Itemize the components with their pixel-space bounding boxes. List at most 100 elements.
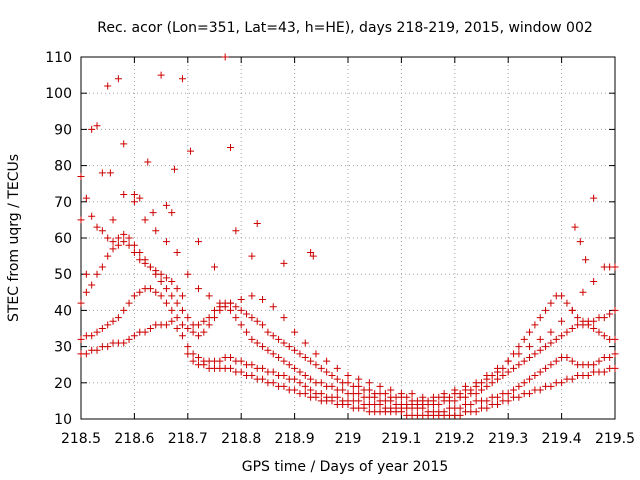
data-point (590, 277, 598, 285)
data-point (168, 306, 176, 314)
data-point (178, 292, 186, 300)
data-point (88, 125, 96, 133)
data-point (109, 317, 117, 325)
data-point (344, 372, 352, 380)
data-point (536, 314, 544, 322)
data-point (157, 292, 165, 300)
x-axis: 218.5 218.6 218.7 218.8 218.9 219 219.1 219.2 21… (61, 57, 635, 447)
data-point (114, 75, 122, 83)
data-point (590, 194, 598, 202)
x-tick-label: 218.7 (168, 431, 208, 447)
data-point (333, 375, 341, 383)
data-point (136, 194, 144, 202)
data-point (285, 343, 293, 351)
data-point (248, 372, 256, 380)
data-point (194, 353, 202, 361)
data-point (109, 238, 117, 246)
data-point (515, 361, 523, 369)
data-point (88, 212, 96, 220)
data-point (381, 390, 389, 398)
data-point (248, 314, 256, 322)
data-point (109, 216, 117, 224)
data-point (259, 375, 267, 383)
data-point (291, 346, 299, 354)
data-point (611, 306, 619, 314)
data-point (568, 357, 576, 365)
data-point (216, 357, 224, 365)
x-axis-label: GPS time / Days of year 2015 (242, 459, 449, 475)
data-point (275, 335, 283, 343)
data-point (237, 306, 245, 314)
data-point (574, 314, 582, 322)
data-point (205, 321, 213, 329)
data-points (77, 53, 619, 419)
data-point (440, 390, 448, 398)
data-point (211, 314, 218, 322)
data-point (547, 339, 555, 347)
data-point (520, 379, 528, 387)
data-point (504, 390, 512, 398)
data-point (125, 299, 133, 307)
data-point (307, 357, 315, 365)
data-point (168, 292, 176, 300)
data-point (467, 401, 475, 409)
data-point (186, 147, 194, 155)
data-point (157, 277, 165, 285)
y-tick-label: 50 (54, 267, 72, 283)
data-point (568, 375, 576, 383)
data-point (248, 361, 256, 369)
data-point (571, 223, 579, 231)
data-point (184, 314, 192, 322)
data-point (558, 379, 566, 387)
data-point (232, 303, 240, 311)
data-point (510, 364, 518, 372)
data-point (157, 71, 165, 79)
data-point (365, 386, 373, 394)
data-point (259, 321, 267, 329)
data-point (291, 375, 299, 383)
data-point (333, 393, 341, 401)
data-point (547, 299, 555, 307)
data-point (120, 230, 128, 238)
data-point (494, 364, 502, 372)
data-point (216, 299, 224, 307)
data-point (178, 306, 186, 314)
data-point (317, 364, 325, 372)
data-point (606, 353, 614, 361)
data-point (526, 375, 534, 383)
data-point (317, 379, 325, 387)
y-tick-label: 80 (54, 159, 72, 175)
data-point (162, 299, 170, 307)
data-point (98, 169, 106, 177)
data-point (280, 314, 288, 322)
data-point (579, 288, 587, 296)
data-point (184, 343, 192, 351)
data-point (243, 328, 251, 336)
data-point (328, 382, 336, 390)
data-point (301, 372, 309, 380)
data-point (248, 335, 256, 343)
data-point (149, 209, 157, 217)
data-point (130, 332, 138, 340)
data-point (536, 346, 544, 354)
data-point (526, 343, 534, 351)
data-point (162, 285, 170, 293)
data-point (227, 299, 235, 307)
data-point (339, 386, 347, 394)
data-point (376, 382, 384, 390)
data-point (162, 321, 170, 329)
x-tick-label: 219 (335, 431, 362, 447)
data-point (371, 393, 379, 401)
data-point (275, 353, 283, 361)
x-tick-label: 218.9 (275, 431, 315, 447)
data-point (483, 372, 491, 380)
data-point (531, 321, 539, 329)
data-point (200, 328, 208, 336)
data-point (520, 357, 528, 365)
data-point (526, 390, 534, 398)
data-point (296, 379, 304, 387)
data-point (253, 220, 261, 228)
data-point (227, 306, 235, 314)
x-tick-label: 219.4 (542, 431, 582, 447)
